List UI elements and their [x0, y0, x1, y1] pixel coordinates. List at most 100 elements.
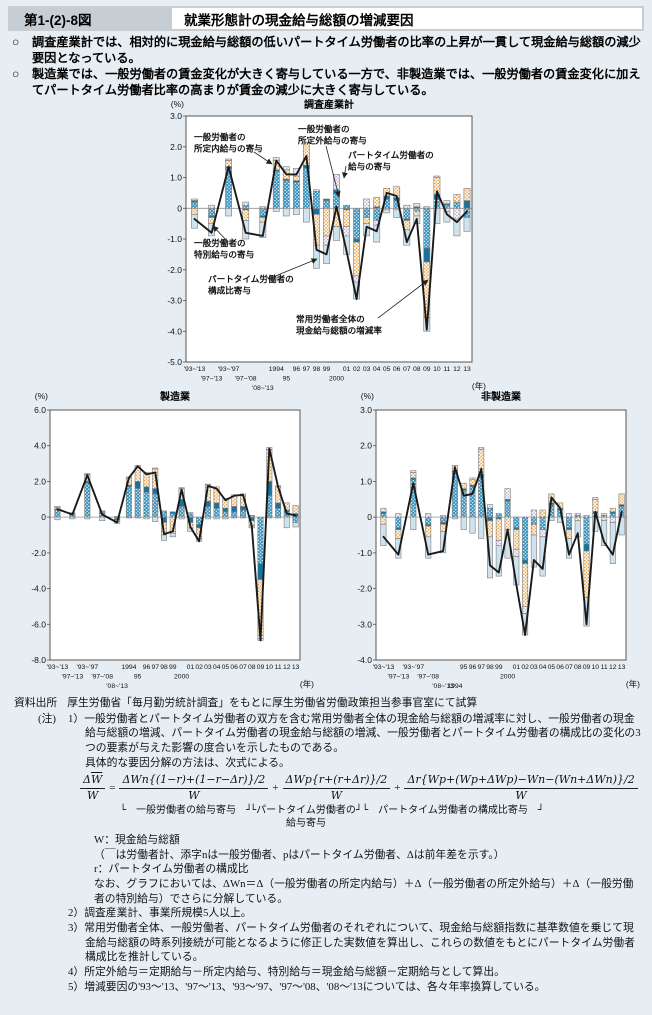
svg-text:'93~'97: '93~'97 — [218, 366, 240, 373]
svg-text:特別給与の寄与: 特別給与の寄与 — [194, 249, 254, 260]
y-axis-labels: 6.0 4.0 2.0 0 -2.0 -4.0 -6.0 -8.0 — [31, 405, 50, 665]
svg-text:98: 98 — [486, 664, 494, 671]
svg-text:95: 95 — [460, 664, 468, 671]
svg-text:2000: 2000 — [329, 376, 344, 383]
svg-text:06: 06 — [393, 366, 401, 373]
svg-text:02: 02 — [195, 664, 203, 671]
chart-all-industries: 3.0 2.0 1.0 0 -1.0 -2.0 -3.0 -4.0 -5.0'93~'13 '97… — [167, 98, 486, 392]
note-4: 4）所定外給与＝定期給与－所定内給与、特別給与＝現金給与総額－定期給与として算出… — [68, 966, 505, 978]
note-3: 3）常用労働者全体、一般労働者、パートタイム労働者のそれぞれについて、現金給与総… — [68, 921, 635, 964]
svg-text:98: 98 — [313, 366, 321, 373]
svg-text:常用労働者全体の: 常用労働者全体の — [296, 313, 365, 324]
svg-text:'93~'13: '93~'13 — [184, 366, 206, 373]
svg-text:2.0: 2.0 — [34, 476, 46, 486]
brace-label-general: └ 一般労働者の給与寄与 ┘ — [119, 804, 253, 816]
nao-note: なお、グラフにおいては、ΔWn＝Δ（一般労働者の所定内給与）＋Δ（一般労働者の所… — [94, 877, 634, 905]
svg-text:04: 04 — [213, 664, 221, 671]
chart-manufacturing-block: 6.0 4.0 2.0 0 -2.0 -4.0 -6.0 -8.0'93~'13 '97~'13… — [8, 388, 342, 696]
note-2: 2）調査産業計、事業所規模5人以上。 — [68, 907, 252, 920]
notes-row: (注) 1）一般労働者とパートタイム労働者の双方を含む常用労働者全体の現金給与総… — [14, 712, 644, 995]
svg-text:04: 04 — [373, 366, 381, 373]
svg-text:05: 05 — [222, 664, 230, 671]
svg-text:'93~'97: '93~'97 — [402, 664, 424, 671]
svg-text:98: 98 — [160, 664, 168, 671]
svg-text:6.0: 6.0 — [34, 405, 46, 415]
chart-non-manufacturing: 3.0 2.0 1.0 0 -1.0 -2.0 -3.0 -4.0'93~'13 '97~'13… — [357, 390, 640, 690]
svg-text:01: 01 — [187, 664, 195, 671]
svg-text:-4.0: -4.0 — [357, 655, 372, 665]
svg-text:12: 12 — [453, 366, 461, 373]
svg-text:-1.0: -1.0 — [167, 234, 182, 244]
plus-sign: + — [272, 781, 279, 794]
svg-text:給与の寄与: 給与の寄与 — [348, 161, 391, 172]
svg-text:03: 03 — [530, 664, 538, 671]
svg-text:0: 0 — [41, 512, 46, 522]
brace-label-composition: └ パートタイム労働者の構成比寄与 ┘ — [362, 804, 544, 816]
svg-text:07: 07 — [239, 664, 247, 671]
svg-text:-4.0: -4.0 — [31, 584, 46, 594]
svg-text:-4.0: -4.0 — [167, 326, 182, 336]
bullet-text: 製造業では、一般労働者の賃金変化が大きく寄与している一方で、非製造業では、一般労… — [32, 67, 641, 98]
y-axis-labels: 3.0 2.0 1.0 0 -1.0 -2.0 -3.0 -4.0 — [357, 405, 376, 665]
svg-text:1.0: 1.0 — [170, 173, 182, 183]
formula-term-1: ΔWn{(1−r)+(1−r−Δr)}/2 W — [119, 773, 269, 803]
svg-text:13: 13 — [292, 664, 300, 671]
total-line — [56, 447, 297, 642]
svg-text:2000: 2000 — [500, 674, 515, 681]
svg-text:0: 0 — [367, 512, 372, 522]
svg-text:所定内給与の寄与: 所定内給与の寄与 — [194, 143, 263, 154]
svg-text:95: 95 — [283, 376, 291, 383]
bullet-2: ○ 製造業では、一般労働者の賃金変化が大きく寄与している一方で、非製造業では、一… — [12, 66, 642, 98]
svg-text:'97~'13: '97~'13 — [201, 376, 223, 383]
svg-text:05: 05 — [383, 366, 391, 373]
svg-text:'97~'08: '97~'08 — [417, 674, 439, 681]
svg-text:13: 13 — [463, 366, 471, 373]
source-row: 資料出所 厚生労働省「毎月勤労統計調査」をもとに厚生労働省労働政策担当参事官室に… — [14, 696, 644, 711]
svg-text:09: 09 — [257, 664, 265, 671]
formula-row: ΔW W = ΔWn{(1−r)+(1−r−Δr)}/2 W + ΔWp{r+(… — [80, 773, 644, 803]
svg-text:07: 07 — [403, 366, 411, 373]
plot-border — [375, 409, 627, 661]
svg-text:97: 97 — [152, 664, 160, 671]
svg-text:3.0: 3.0 — [360, 405, 372, 415]
svg-text:'08~'13: '08~'13 — [432, 683, 454, 690]
svg-text:11: 11 — [443, 366, 450, 373]
formula-term-2: ΔWp{r+(r+Δr)}/2 W — [282, 773, 391, 803]
svg-text:06: 06 — [556, 664, 564, 671]
source-label: 資料出所 — [14, 697, 58, 709]
svg-text:現金給与総額の増減率: 現金給与総額の増減率 — [296, 325, 382, 336]
formula-lhs: ΔW W — [80, 773, 106, 803]
svg-text:12: 12 — [283, 664, 291, 671]
svg-text:03: 03 — [204, 664, 212, 671]
svg-text:-5.0: -5.0 — [167, 357, 182, 367]
svg-text:'97~'13: '97~'13 — [388, 674, 410, 681]
y-axis-labels: 3.0 2.0 1.0 0 -1.0 -2.0 -3.0 -4.0 -5.0 — [167, 111, 186, 367]
svg-text:08: 08 — [574, 664, 582, 671]
svg-text:パートタイム労働者の: パートタイム労働者の — [348, 149, 434, 160]
svg-text:-2.0: -2.0 — [357, 584, 372, 594]
svg-text:99: 99 — [169, 664, 177, 671]
year-axis-label: (年) — [300, 679, 314, 689]
svg-text:'93~'13: '93~'13 — [47, 664, 69, 671]
w-note: （￣は労働者計、添字nは一般労働者、pはパートタイム労働者、Δは前年差を示す。） — [94, 848, 505, 861]
page-title: 就業形態計の現金給与総額の増減要因 — [172, 8, 642, 29]
svg-text:1.0: 1.0 — [360, 476, 372, 486]
figure-header: 第1-(2)-8図 就業形態計の現金給与総額の増減要因 — [8, 6, 644, 31]
chart-all-industries-block: 3.0 2.0 1.0 0 -1.0 -2.0 -3.0 -4.0 -5.0'93~'13 '97… — [150, 96, 490, 396]
svg-text:01: 01 — [343, 366, 351, 373]
svg-text:-2.0: -2.0 — [31, 548, 46, 558]
svg-text:'08~'13: '08~'13 — [252, 385, 274, 392]
svg-text:10: 10 — [592, 664, 600, 671]
note-1: 1）一般労働者とパートタイム労働者の双方を含む常用労働者全体の現金給与総額の増減… — [68, 712, 641, 755]
variable-definitions: W：現金給与総額 （￣は労働者計、添字nは一般労働者、pはパートタイム労働者、Δ… — [94, 833, 644, 906]
year-axis-label: (年) — [626, 679, 640, 689]
svg-text:11: 11 — [275, 664, 282, 671]
svg-text:96: 96 — [469, 664, 477, 671]
svg-text:07: 07 — [565, 664, 573, 671]
svg-text:01: 01 — [513, 664, 521, 671]
chart-manufacturing: 6.0 4.0 2.0 0 -2.0 -4.0 -6.0 -8.0'93~'13 '97~'13… — [31, 390, 314, 690]
axis-unit-label: (%) — [361, 391, 374, 401]
svg-text:-3.0: -3.0 — [167, 296, 182, 306]
svg-text:99: 99 — [323, 366, 331, 373]
